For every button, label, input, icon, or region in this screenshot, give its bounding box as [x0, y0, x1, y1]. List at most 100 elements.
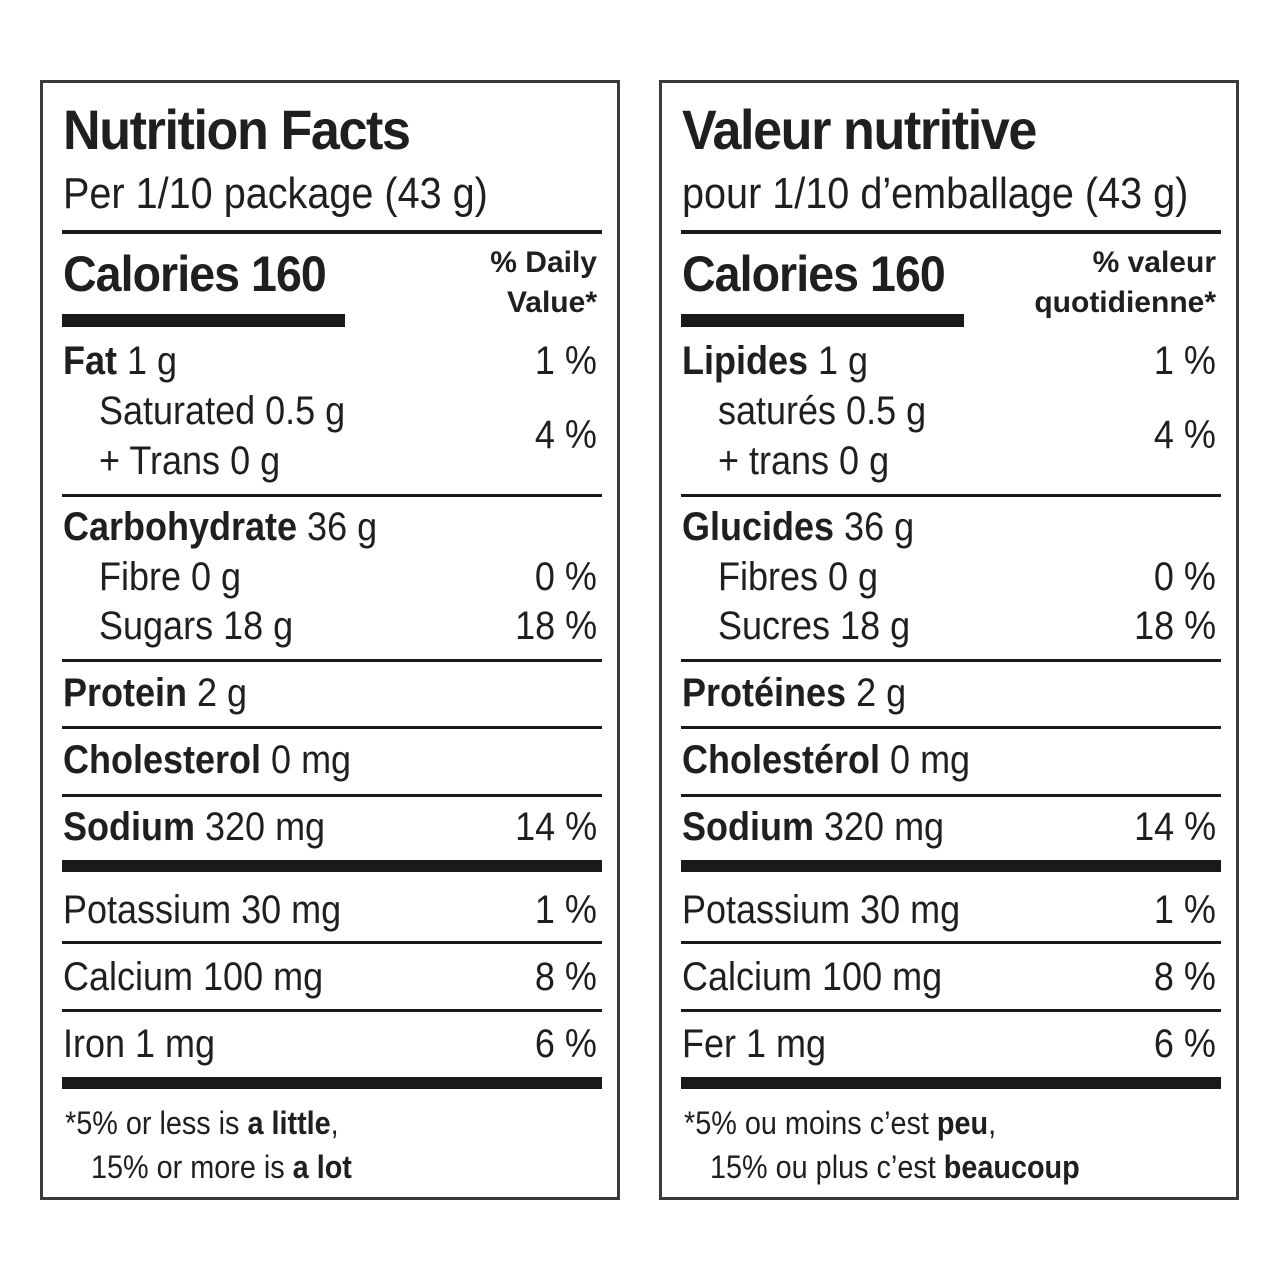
footnote-text: ,	[988, 1105, 997, 1141]
protein-row: Protein 2 g	[63, 671, 247, 716]
sat-trans-percent: 4 %	[534, 413, 597, 457]
panel-title: Nutrition Facts	[63, 98, 411, 161]
thick-divider	[62, 860, 602, 872]
fat-percent: 1 %	[1153, 339, 1216, 383]
saturated-row: Saturated 0.5 g	[99, 389, 346, 433]
divider	[62, 494, 602, 497]
carb-amount: 36 g	[297, 505, 378, 549]
carb-label: Glucides	[682, 505, 835, 549]
fibre-percent: 0 %	[1153, 555, 1216, 599]
footnote-emphasis: beaucoup	[943, 1149, 1080, 1185]
sodium-amount: 320 mg	[195, 805, 326, 849]
sugars-row: Sugars 18 g	[99, 604, 294, 648]
sodium-row: Sodium 320 mg	[63, 805, 325, 850]
sodium-amount: 320 mg	[814, 805, 945, 849]
calories-rule	[681, 314, 964, 327]
divider	[681, 1009, 1221, 1012]
carb-row: Carbohydrate 36 g	[63, 505, 377, 550]
cholesterol-row: Cholesterol 0 mg	[63, 738, 351, 783]
protein-label: Protéines	[682, 671, 847, 715]
footnote-line2: 15% or more is a lot	[91, 1145, 352, 1189]
footnote-text: *5% ou moins c’est	[684, 1105, 937, 1141]
sodium-percent: 14 %	[514, 805, 597, 849]
daily-value-header: % Daily Value*	[490, 243, 597, 323]
calcium-row: Calcium 100 mg	[682, 955, 943, 999]
sodium-percent: 14 %	[1133, 805, 1216, 849]
potassium-percent: 1 %	[1153, 888, 1216, 932]
carb-label: Carbohydrate	[63, 505, 298, 549]
footnote-text: *5% or less is	[65, 1105, 248, 1141]
thick-divider	[62, 1077, 602, 1089]
iron-percent: 6 %	[1153, 1022, 1216, 1066]
footnote-line1: *5% or less is a little,	[65, 1101, 339, 1145]
cholesterol-label: Cholestérol	[682, 738, 881, 782]
sugars-percent: 18 %	[1133, 604, 1216, 648]
sugars-percent: 18 %	[514, 604, 597, 648]
cholesterol-amount: 0 mg	[880, 738, 971, 782]
footnote-line2: 15% ou plus c’est beaucoup	[710, 1145, 1080, 1189]
serving-size: Per 1/10 package (43 g)	[63, 169, 488, 218]
iron-percent: 6 %	[534, 1022, 597, 1066]
potassium-row: Potassium 30 mg	[63, 888, 342, 932]
footnote-text: 15% ou plus c’est	[710, 1149, 944, 1185]
calcium-percent: 8 %	[534, 955, 597, 999]
fat-row: Fat 1 g	[63, 339, 177, 384]
fibre-row: Fibre 0 g	[99, 555, 242, 599]
iron-row: Fer 1 mg	[682, 1022, 827, 1066]
sugars-row: Sucres 18 g	[718, 604, 911, 648]
trans-row: + trans 0 g	[718, 439, 890, 483]
fat-percent: 1 %	[534, 339, 597, 383]
divider	[62, 230, 602, 234]
carb-amount: 36 g	[834, 505, 915, 549]
fat-amount: 1 g	[117, 339, 178, 383]
nutrition-facts-panel-french: Valeur nutritive pour 1/10 d’emballage (…	[659, 80, 1239, 1200]
potassium-percent: 1 %	[534, 888, 597, 932]
thick-divider	[681, 860, 1221, 872]
dv-header-line1: % Daily	[490, 246, 597, 279]
nutrition-facts-panel-english: Nutrition Facts Per 1/10 package (43 g) …	[40, 80, 620, 1200]
dv-header-line1: % valeur	[1092, 246, 1216, 279]
sodium-label: Sodium	[63, 805, 196, 849]
potassium-row: Potassium 30 mg	[682, 888, 961, 932]
fibre-row: Fibres 0 g	[718, 555, 879, 599]
calories-rule	[62, 314, 345, 327]
divider	[681, 659, 1221, 662]
footnote-emphasis: a little	[247, 1105, 331, 1141]
trans-row: + Trans 0 g	[99, 439, 281, 483]
calories: Calories 160	[682, 246, 946, 302]
divider	[681, 726, 1221, 729]
serving-size: pour 1/10 d’emballage (43 g)	[682, 169, 1189, 218]
sodium-row: Sodium 320 mg	[682, 805, 944, 850]
protein-label: Protein	[63, 671, 188, 715]
protein-amount: 2 g	[187, 671, 248, 715]
calcium-percent: 8 %	[1153, 955, 1216, 999]
divider	[681, 494, 1221, 497]
divider	[681, 230, 1221, 234]
sat-trans-percent: 4 %	[1153, 413, 1216, 457]
fibre-percent: 0 %	[534, 555, 597, 599]
fat-label: Lipides	[682, 339, 809, 383]
divider	[62, 941, 602, 944]
iron-row: Iron 1 mg	[63, 1022, 216, 1066]
divider	[681, 794, 1221, 797]
fat-label: Fat	[63, 339, 117, 383]
protein-row: Protéines 2 g	[682, 671, 906, 716]
footnote-text: ,	[330, 1105, 339, 1141]
protein-amount: 2 g	[846, 671, 907, 715]
divider	[681, 941, 1221, 944]
dv-header-line2: quotidienne*	[1034, 286, 1216, 319]
calcium-row: Calcium 100 mg	[63, 955, 324, 999]
divider	[62, 1009, 602, 1012]
cholesterol-row: Cholestérol 0 mg	[682, 738, 970, 783]
footnote-emphasis: peu	[936, 1105, 989, 1141]
fat-amount: 1 g	[808, 339, 869, 383]
dv-header-line2: Value*	[506, 286, 597, 319]
sodium-label: Sodium	[682, 805, 815, 849]
thick-divider	[681, 1077, 1221, 1089]
footnote-emphasis: a lot	[292, 1149, 352, 1185]
calories: Calories 160	[63, 246, 327, 302]
footnote-line1: *5% ou moins c’est peu,	[684, 1101, 996, 1145]
panel-title: Valeur nutritive	[682, 98, 1037, 161]
daily-value-header: % valeur quotidienne*	[1034, 243, 1216, 323]
fat-row: Lipides 1 g	[682, 339, 868, 384]
